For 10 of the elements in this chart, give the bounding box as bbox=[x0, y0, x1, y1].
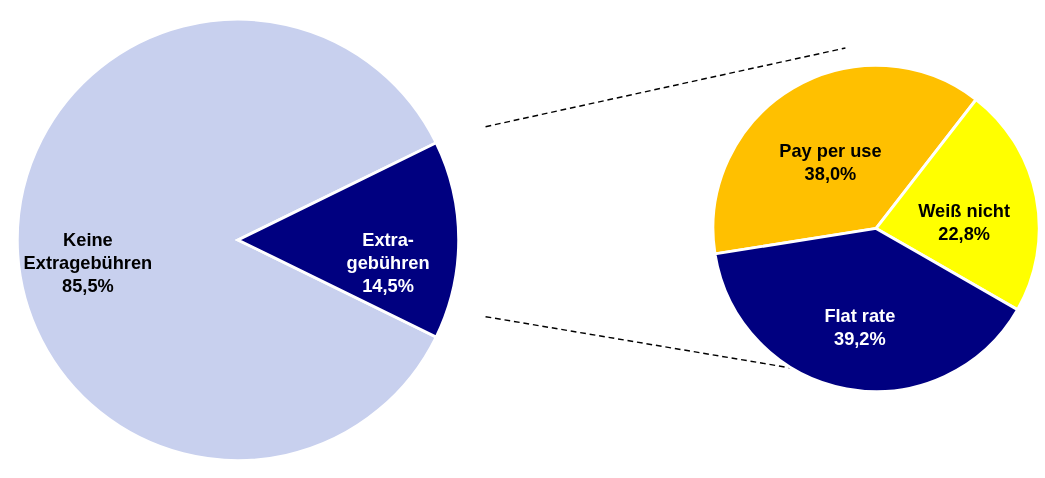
data-label: 14,5% bbox=[362, 274, 414, 296]
data-label: 85,5% bbox=[62, 274, 114, 296]
data-label: 38,0% bbox=[804, 162, 857, 184]
data-label: 39,2% bbox=[834, 328, 886, 350]
slice-label: Weiß nicht bbox=[918, 199, 1011, 221]
slice-label: Extra-gebühren bbox=[346, 228, 430, 273]
slice-label: Keine Extragebühren bbox=[23, 228, 153, 273]
slice-label: Flat rate bbox=[824, 305, 896, 327]
data-label: 22,8% bbox=[938, 222, 990, 244]
slice-label: Pay per use bbox=[779, 139, 882, 161]
